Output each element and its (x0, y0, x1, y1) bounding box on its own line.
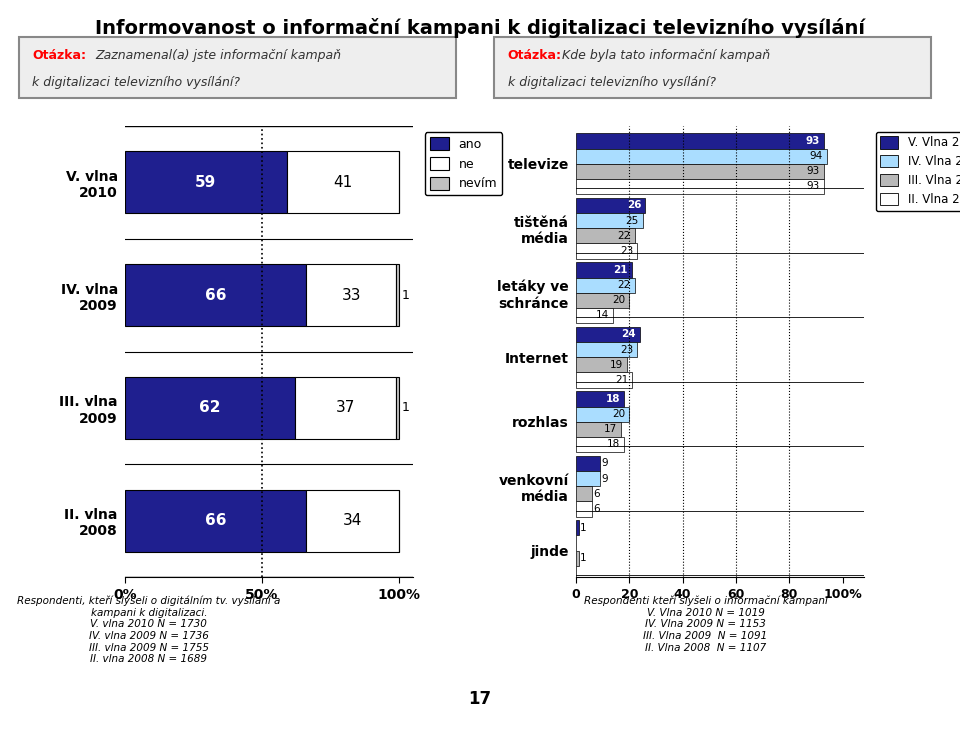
Text: 22: 22 (617, 231, 631, 240)
Text: Otázka:: Otázka: (33, 49, 86, 62)
Bar (576, 198, 645, 213)
Text: 9: 9 (601, 458, 608, 468)
Text: 6: 6 (593, 504, 600, 514)
Text: 66: 66 (204, 514, 226, 528)
Text: 20: 20 (612, 295, 625, 306)
Text: Respondenti kteří slyšeli o informační kampani
V. Vlna 2010 N = 1019
IV. Vlna 20: Respondenti kteří slyšeli o informační k… (584, 596, 828, 653)
Bar (576, 551, 579, 566)
Text: 94: 94 (809, 151, 823, 161)
Text: 23: 23 (620, 345, 634, 354)
Bar (306, 264, 396, 326)
Text: 21: 21 (614, 375, 628, 385)
Bar (576, 278, 635, 293)
Bar (396, 264, 399, 326)
Bar (576, 471, 600, 486)
Bar (576, 456, 600, 471)
Text: 1: 1 (402, 289, 410, 302)
Text: 93: 93 (806, 181, 820, 192)
Text: Kde byla tato informační kampaň: Kde byla tato informační kampaň (563, 49, 770, 62)
Text: 14: 14 (596, 311, 610, 320)
Text: 62: 62 (199, 400, 221, 415)
Bar (576, 342, 637, 357)
Text: Informovanost o informační kampani k digitalizaci televizního vysílání: Informovanost o informační kampani k dig… (95, 18, 865, 38)
Bar (576, 243, 637, 258)
Text: 33: 33 (342, 288, 361, 303)
Text: 41: 41 (333, 175, 352, 189)
Bar (576, 520, 579, 536)
Text: 1: 1 (580, 554, 587, 563)
Text: k digitalizaci televizního vysílání?: k digitalizaci televizního vysílání? (33, 76, 240, 90)
Bar (576, 501, 592, 517)
Text: 25: 25 (625, 215, 638, 226)
Bar (287, 151, 399, 213)
Bar (576, 164, 824, 179)
Text: 20: 20 (612, 409, 625, 419)
Text: 93: 93 (805, 136, 820, 146)
Text: 24: 24 (621, 329, 636, 340)
Legend: ano, ne, nevím: ano, ne, nevím (425, 132, 502, 195)
Bar (125, 377, 295, 439)
Text: 34: 34 (343, 514, 362, 528)
Bar (576, 133, 824, 149)
Text: 18: 18 (607, 440, 620, 449)
Bar (576, 179, 824, 194)
Bar (576, 213, 642, 228)
Bar (306, 490, 399, 552)
Bar (576, 263, 632, 278)
Text: 23: 23 (620, 246, 634, 256)
Bar (576, 327, 640, 342)
Text: 59: 59 (195, 175, 216, 189)
Bar (576, 437, 624, 452)
Text: 1: 1 (402, 401, 410, 414)
Text: 1: 1 (580, 523, 587, 533)
Bar (125, 151, 287, 213)
Text: 26: 26 (627, 201, 641, 210)
Text: Otázka:: Otázka: (508, 49, 562, 62)
Bar (125, 490, 306, 552)
Bar (576, 308, 613, 323)
Text: 18: 18 (606, 394, 620, 404)
Text: 17: 17 (468, 690, 492, 708)
Bar (576, 372, 632, 388)
Bar (576, 357, 627, 372)
Bar (576, 406, 630, 422)
FancyBboxPatch shape (19, 37, 456, 98)
Bar (576, 293, 630, 308)
Text: Respondenti, kteří slyšeli o digitálním tv. vysílání a
kampani k digitalizaci.
V: Respondenti, kteří slyšeli o digitálním … (17, 596, 280, 665)
Bar (576, 486, 592, 501)
Text: 9: 9 (601, 474, 608, 483)
Text: 21: 21 (613, 265, 628, 275)
Text: 6: 6 (593, 488, 600, 499)
Text: 37: 37 (336, 400, 355, 415)
Text: 17: 17 (604, 424, 617, 434)
Text: 93: 93 (806, 166, 820, 176)
Text: 66: 66 (204, 288, 226, 303)
Bar (576, 422, 621, 437)
FancyBboxPatch shape (494, 37, 931, 98)
Bar (125, 264, 306, 326)
Text: Zaznamenal(a) jste informační kampaň: Zaznamenal(a) jste informační kampaň (96, 49, 342, 62)
Text: 22: 22 (617, 280, 631, 290)
Bar (396, 377, 399, 439)
Bar (576, 149, 827, 164)
Text: 19: 19 (610, 360, 623, 370)
Text: k digitalizaci televizního vysílání?: k digitalizaci televizního vysílání? (508, 76, 715, 90)
Bar (576, 391, 624, 406)
Legend: V. Vlna 2010, IV. Vlna 2009, III. Vlna 2009, II. Vlna 2008: V. Vlna 2010, IV. Vlna 2009, III. Vlna 2… (876, 132, 960, 211)
Bar (295, 377, 396, 439)
Bar (576, 228, 635, 243)
